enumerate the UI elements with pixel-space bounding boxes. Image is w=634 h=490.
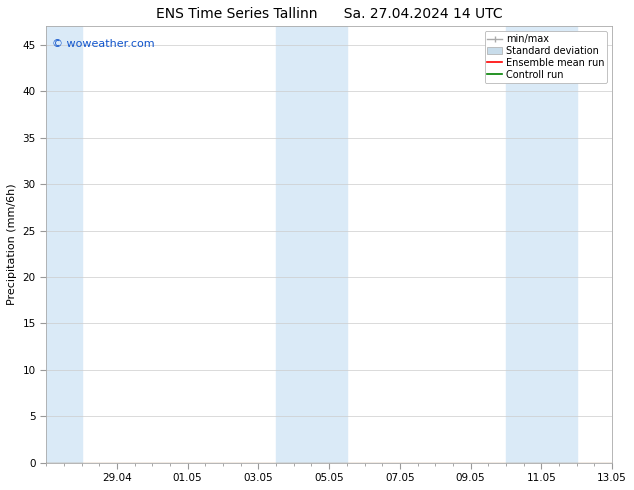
Text: © woweather.com: © woweather.com: [52, 39, 155, 49]
Bar: [276, 26, 347, 463]
Legend: min/max, Standard deviation, Ensemble mean run, Controll run: min/max, Standard deviation, Ensemble me…: [484, 31, 607, 83]
Bar: [46, 26, 82, 463]
Y-axis label: Precipitation (mm/6h): Precipitation (mm/6h): [7, 184, 17, 305]
Title: ENS Time Series Tallinn      Sa. 27.04.2024 14 UTC: ENS Time Series Tallinn Sa. 27.04.2024 1…: [156, 7, 503, 21]
Bar: [506, 26, 577, 463]
